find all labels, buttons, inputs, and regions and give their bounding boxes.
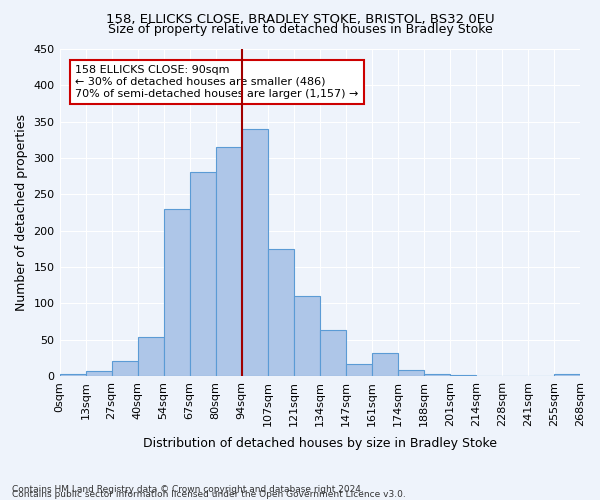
Text: Size of property relative to detached houses in Bradley Stoke: Size of property relative to detached ho… [107,22,493,36]
Bar [137,336,164,376]
Bar [86,371,112,376]
Bar [59,374,86,376]
Bar [294,296,320,376]
Y-axis label: Number of detached properties: Number of detached properties [15,114,28,311]
Bar [450,375,476,376]
Bar [320,330,346,376]
Bar [215,147,242,376]
Bar [424,374,450,376]
Bar [164,209,190,376]
Bar [346,364,372,376]
Bar [554,374,580,376]
Bar [242,129,268,376]
Bar [190,172,215,376]
Bar [268,249,294,376]
Text: 158, ELLICKS CLOSE, BRADLEY STOKE, BRISTOL, BS32 0EU: 158, ELLICKS CLOSE, BRADLEY STOKE, BRIST… [106,12,494,26]
Text: Contains HM Land Registry data © Crown copyright and database right 2024.: Contains HM Land Registry data © Crown c… [12,485,364,494]
Text: Contains public sector information licensed under the Open Government Licence v3: Contains public sector information licen… [12,490,406,499]
Text: 158 ELLICKS CLOSE: 90sqm
← 30% of detached houses are smaller (486)
70% of semi-: 158 ELLICKS CLOSE: 90sqm ← 30% of detach… [75,66,359,98]
X-axis label: Distribution of detached houses by size in Bradley Stoke: Distribution of detached houses by size … [143,437,497,450]
Bar [112,362,137,376]
Bar [372,352,398,376]
Bar [398,370,424,376]
